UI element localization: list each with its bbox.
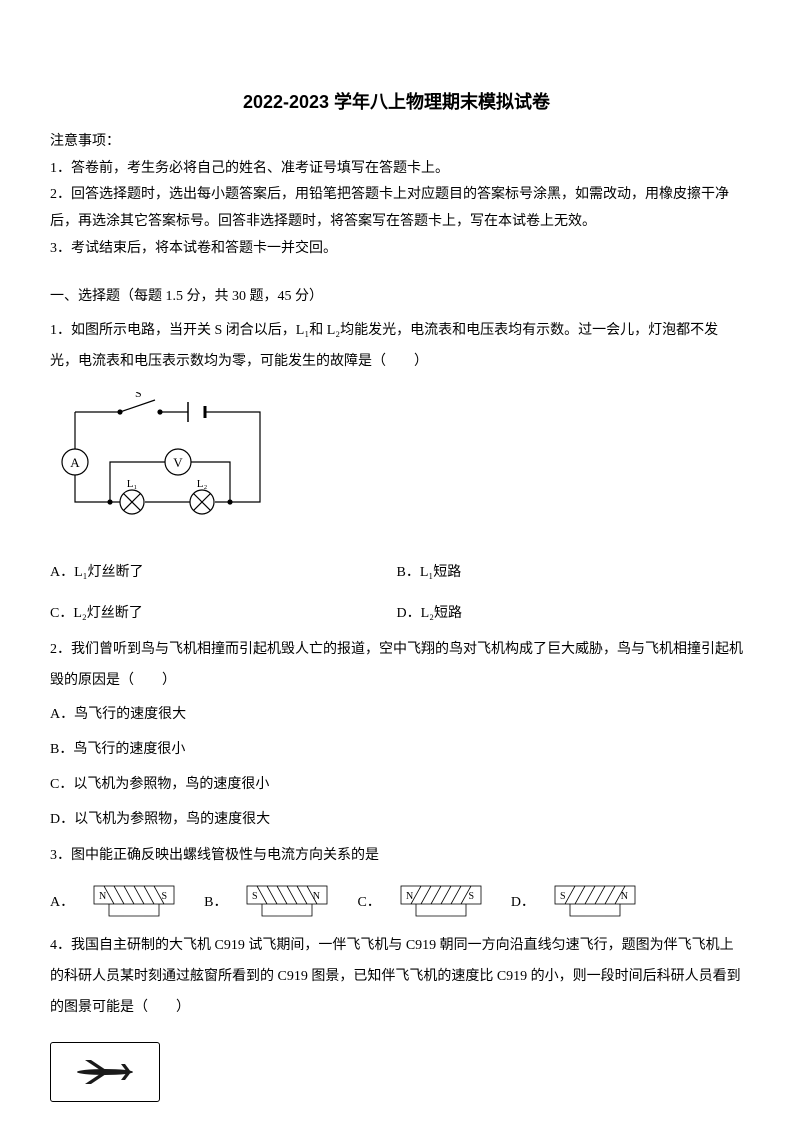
circuit-diagram: S A V L₁ L₂ — [60, 392, 275, 522]
question-1: 1．如图所示电路，当开关 S 闭合以后，L₁和 L₂均能发光，电流表和电压表均有… — [50, 316, 743, 630]
q2-option-d: D．以飞机为参照物，鸟的速度很大 — [50, 805, 743, 836]
exam-title: 2022-2023 学年八上物理期末模拟试卷 — [50, 85, 743, 119]
q3-label-a: A． — [50, 888, 74, 919]
q3-label-c: C． — [357, 888, 380, 919]
svg-text:S: S — [468, 891, 474, 902]
solenoid-icon-a: N S — [79, 881, 189, 926]
solenoid-icon-c: N S — [386, 881, 496, 926]
svg-text:L₂: L₂ — [197, 478, 208, 490]
q3-option-d: D． S N — [511, 881, 650, 926]
notice-item-2: 2．回答选择题时，选出每小题答案后，用铅笔把答题卡上对应题目的答案标号涂黑，如需… — [50, 182, 743, 235]
question-4: 4．我国自主研制的大飞机 C919 试飞期间，一伴飞飞机与 C919 朝同一方向… — [50, 931, 743, 1101]
solenoid-icon-d: S N — [540, 881, 650, 926]
airplane-figure — [50, 1042, 160, 1102]
notice-item-3: 3．考试结束后，将本试卷和答题卡一并交回。 — [50, 236, 743, 263]
q3-text: 3．图中能正确反映出螺线管极性与电流方向关系的是 — [50, 841, 743, 872]
q3-option-c: C． N S — [357, 881, 495, 926]
q2-option-c: C．以飞机为参照物，鸟的速度很小 — [50, 770, 743, 801]
svg-text:A: A — [70, 455, 80, 470]
q3-label-b: B． — [204, 888, 227, 919]
q1-option-b: B．L₁短路 — [397, 558, 744, 589]
airplane-icon — [65, 1052, 145, 1092]
svg-text:N: N — [406, 891, 413, 902]
svg-text:S: S — [252, 891, 258, 902]
q3-option-a: A． N S — [50, 881, 189, 926]
q2-text: 2．我们曾听到鸟与飞机相撞而引起机毁人亡的报道，空中飞翔的鸟对飞机构成了巨大威胁… — [50, 635, 743, 697]
q2-option-a: A．鸟飞行的速度很大 — [50, 700, 743, 731]
svg-text:N: N — [621, 891, 628, 902]
q1-option-c: C．L₂灯丝断了 — [50, 599, 397, 630]
notice-header: 注意事项： — [50, 129, 743, 156]
svg-text:N: N — [313, 891, 320, 902]
q3-option-b: B． S N — [204, 881, 342, 926]
svg-text:S: S — [135, 392, 142, 400]
q3-label-d: D． — [511, 888, 535, 919]
q1-option-a: A．L₁灯丝断了 — [50, 558, 397, 589]
notice-item-1: 1．答卷前，考生务必将自己的姓名、准考证号填写在答题卡上。 — [50, 156, 743, 183]
svg-text:S: S — [162, 891, 168, 902]
section-1-header: 一、选择题（每题 1.5 分，共 30 题，45 分） — [50, 284, 743, 311]
q1-text: 1．如图所示电路，当开关 S 闭合以后，L₁和 L₂均能发光，电流表和电压表均有… — [50, 316, 743, 378]
solenoid-icon-b: S N — [232, 881, 342, 926]
q4-text: 4．我国自主研制的大飞机 C919 试飞期间，一伴飞飞机与 C919 朝同一方向… — [50, 931, 743, 1023]
question-2: 2．我们曾听到鸟与飞机相撞而引起机毁人亡的报道，空中飞翔的鸟对飞机构成了巨大威胁… — [50, 635, 743, 836]
svg-text:N: N — [99, 891, 106, 902]
svg-text:V: V — [173, 455, 183, 470]
svg-text:L₁: L₁ — [127, 478, 138, 490]
svg-text:S: S — [560, 891, 566, 902]
question-3: 3．图中能正确反映出螺线管极性与电流方向关系的是 A． N S B． — [50, 841, 743, 927]
q2-option-b: B．鸟飞行的速度很小 — [50, 735, 743, 766]
q1-option-d: D．L₂短路 — [397, 599, 744, 630]
